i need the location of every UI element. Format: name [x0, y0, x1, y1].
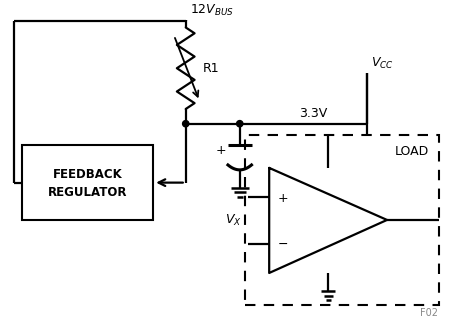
Text: R1: R1	[202, 62, 219, 75]
Circle shape	[183, 121, 189, 127]
Bar	[22, 145, 153, 220]
Text: +: +	[216, 144, 226, 157]
Text: $12V_{BUS}$: $12V_{BUS}$	[189, 3, 234, 18]
Circle shape	[237, 121, 243, 127]
Text: FEEDBACK: FEEDBACK	[53, 168, 122, 181]
Text: −: −	[278, 238, 288, 251]
Text: LOAD: LOAD	[395, 145, 429, 158]
Text: +: +	[278, 192, 288, 205]
Text: F02: F02	[420, 308, 438, 318]
Text: REGULATOR: REGULATOR	[48, 186, 127, 199]
Text: $V_X$: $V_X$	[225, 213, 242, 228]
Text: 3.3V: 3.3V	[299, 107, 328, 120]
Text: $V_{CC}$: $V_{CC}$	[371, 55, 394, 71]
Bar	[245, 136, 439, 305]
